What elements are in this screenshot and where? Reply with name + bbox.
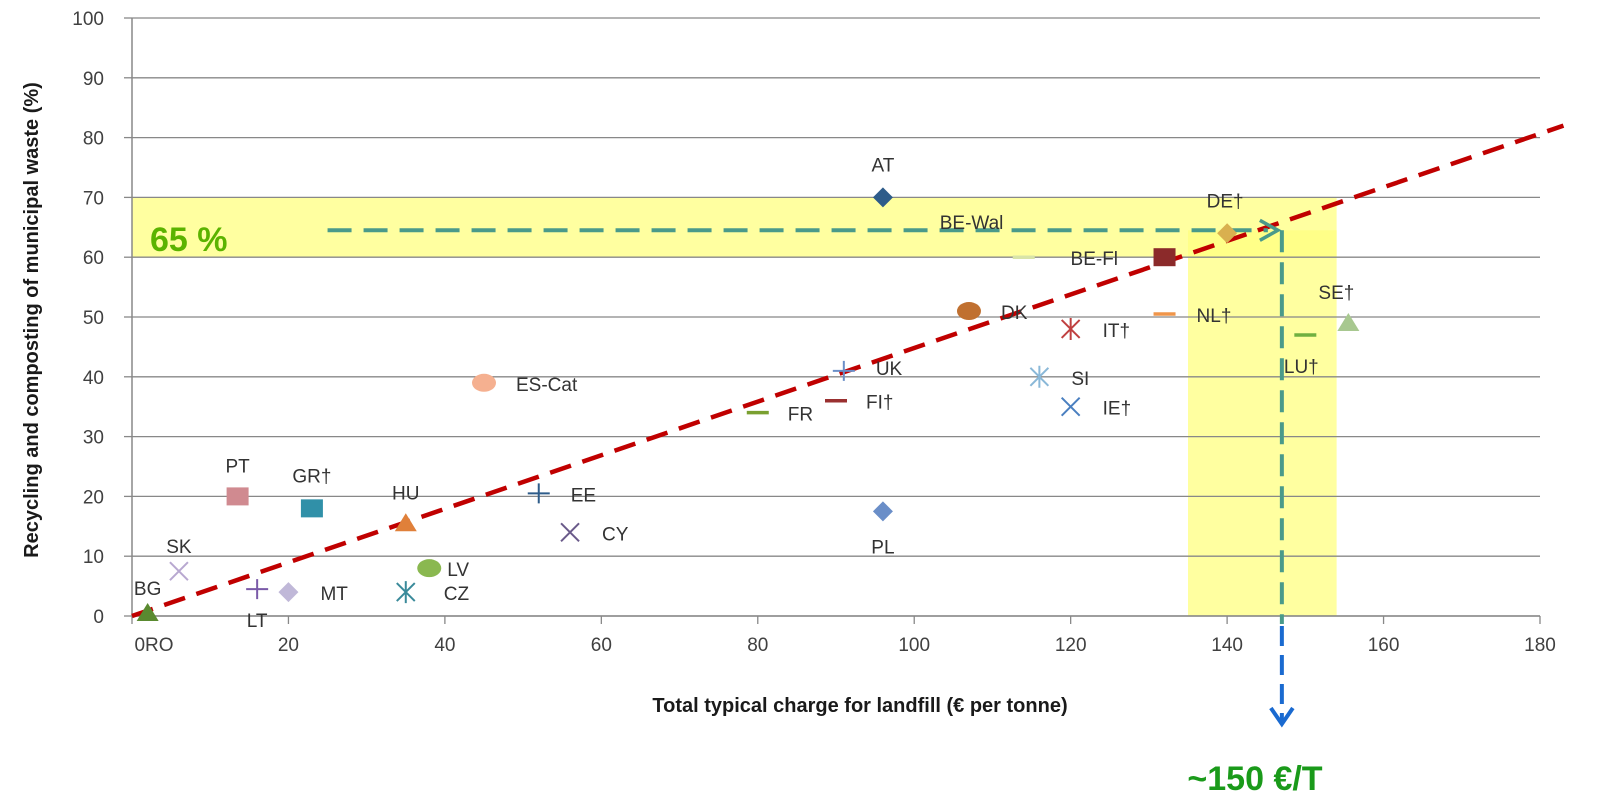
point-lv-label: LV <box>447 560 469 581</box>
point-bg <box>136 603 159 622</box>
point-dk-label: DK <box>1001 303 1028 324</box>
point-de <box>1217 223 1238 244</box>
point-es-cat-label: ES-Cat <box>516 375 578 396</box>
point-be-wal-label: BE-Wal <box>940 213 1004 234</box>
point-ie-label: IE† <box>1103 399 1132 420</box>
x-tick-label: 180 <box>1524 635 1556 656</box>
x-axis-title: Total typical charge for landfill (€ per… <box>652 695 1067 717</box>
y-tick-label: 20 <box>83 487 104 508</box>
gridlines <box>124 17 1540 617</box>
target-arrow-head <box>1259 218 1282 242</box>
point-hu-label: HU <box>392 483 419 504</box>
point-cz-label: CZ <box>444 584 470 605</box>
point-cz <box>396 581 416 604</box>
x-tick-label-zero: 0RO <box>134 635 173 656</box>
point-si-label: SI <box>1071 369 1089 390</box>
point-fi-label: FI† <box>866 393 893 414</box>
point-ie <box>1060 396 1081 417</box>
point-be-fl-label: BE-Fl <box>1071 249 1119 270</box>
point-mt <box>278 582 299 603</box>
point-mt-label: MT <box>320 584 348 605</box>
point-dk <box>956 302 981 321</box>
x-tick-label: 20 <box>278 635 299 656</box>
point-at-label: AT <box>871 155 894 176</box>
y-tick-label: 90 <box>83 69 104 90</box>
point-de-label: DE† <box>1207 191 1244 212</box>
point-cy-label: CY <box>602 524 629 545</box>
point-it-label: IT† <box>1103 321 1130 342</box>
x-tick-label: 120 <box>1055 635 1087 656</box>
point-si <box>1029 365 1050 388</box>
point-gr <box>300 499 323 518</box>
y-tick-labels: 0 10 20 30 40 50 60 70 80 90 100 <box>72 9 104 628</box>
point-labels: AT DE† BE-Wal BE-Fl DK NL† IT† SE† LU† UK SI FI† IE†… <box>134 155 1354 632</box>
target-band-horizontal <box>132 197 1337 258</box>
point-lt-label: LT <box>247 611 268 632</box>
x-tick-label: 60 <box>591 635 612 656</box>
price-arrow-head <box>1269 706 1295 728</box>
target-band-vertical <box>1188 230 1337 617</box>
x-tick-label: 100 <box>898 635 930 656</box>
y-tick-label: 40 <box>83 368 104 389</box>
x-tick-label: 40 <box>434 635 455 656</box>
point-hu <box>394 513 417 532</box>
point-sk-label: SK <box>166 537 192 558</box>
point-fr-label: FR <box>788 405 813 426</box>
point-it <box>1060 317 1081 340</box>
y-tick-label: 60 <box>83 248 104 269</box>
point-uk <box>832 360 855 381</box>
point-se <box>1337 312 1360 331</box>
point-uk-label: UK <box>876 359 903 380</box>
point-lv <box>417 559 442 578</box>
y-tick-label: 0 <box>93 607 104 628</box>
point-cy <box>560 522 580 542</box>
point-gr-label: GR† <box>292 466 331 487</box>
highlight-bands <box>132 197 1337 617</box>
point-pt <box>226 487 249 506</box>
y-tick-label: 100 <box>72 9 104 30</box>
point-at <box>872 187 893 208</box>
y-tick-label: 80 <box>83 129 104 150</box>
point-sk <box>169 561 189 581</box>
point-pt-label: PT <box>225 456 250 477</box>
point-ee-label: EE <box>571 485 596 506</box>
x-tick-label: 80 <box>747 635 768 656</box>
x-tick-labels: 20 40 60 80 100 120 140 160 180 0RO <box>131 616 1556 656</box>
x-tick-label: 160 <box>1368 635 1400 656</box>
x-tick-label: 140 <box>1211 635 1243 656</box>
y-axis-title: Recycling and composting of municipal wa… <box>21 82 43 558</box>
y-tick-label: 70 <box>83 188 104 209</box>
y-tick-label: 30 <box>83 428 104 449</box>
point-lu-label: LU† <box>1284 357 1319 378</box>
target-price-label: ~150 €/T <box>1187 760 1322 798</box>
target-guides <box>327 218 1295 728</box>
point-nl-label: NL† <box>1197 306 1232 327</box>
point-pl <box>872 501 893 522</box>
point-bg-label: BG <box>134 579 161 600</box>
y-tick-label: 50 <box>83 308 104 329</box>
y-tick-label: 10 <box>83 547 104 568</box>
point-lt <box>246 579 269 600</box>
point-ee <box>527 483 550 504</box>
data-points <box>136 187 1360 622</box>
point-se-label: SE† <box>1318 283 1354 304</box>
axes <box>131 18 1540 617</box>
point-es-cat <box>472 373 496 392</box>
point-pl-label: PL <box>871 537 894 558</box>
target-percent-label: 65 % <box>150 221 228 259</box>
point-be-fl <box>1153 248 1176 267</box>
